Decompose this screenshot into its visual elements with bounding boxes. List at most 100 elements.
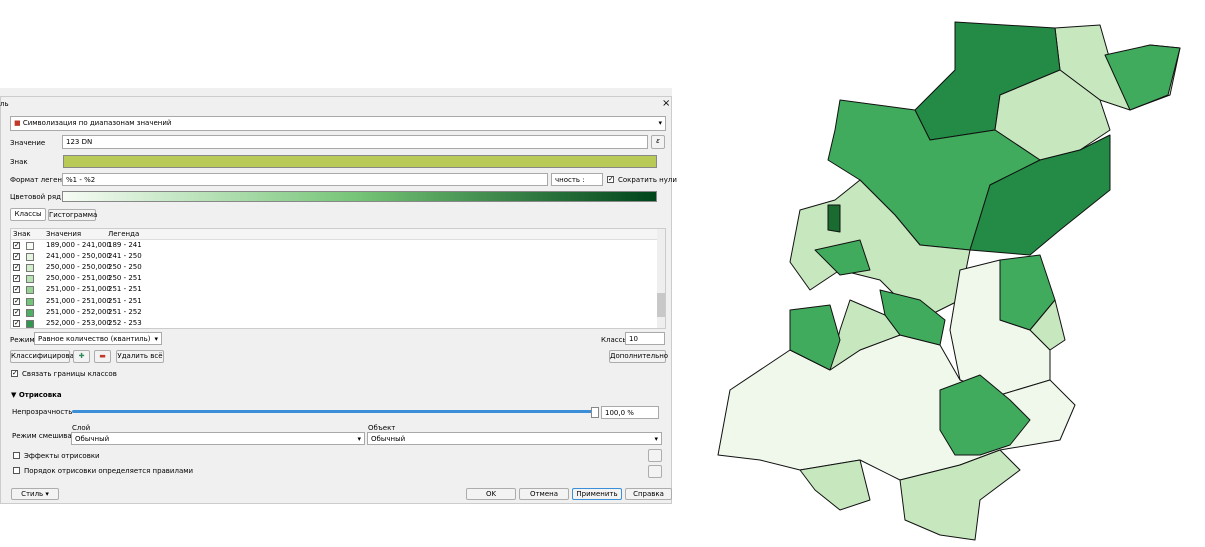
row-legend[interactable]: 250 - 251 bbox=[108, 274, 142, 283]
link-bounds: Связать границы классов bbox=[22, 370, 117, 378]
precision[interactable]: чность : bbox=[551, 173, 603, 186]
region bbox=[1104, 44, 1181, 111]
window-title: ль bbox=[0, 100, 9, 108]
classes[interactable]: 10 bbox=[625, 332, 665, 345]
row-values[interactable]: 250,000 - 251,000 bbox=[46, 274, 111, 283]
mode-select[interactable]: Равное количество (квантиль) ▾ bbox=[34, 332, 162, 345]
opacity[interactable]: 100,0 % bbox=[601, 406, 659, 419]
delete-all-button[interactable]: Удалить всё bbox=[116, 350, 164, 363]
feature-label: Объект bbox=[368, 424, 396, 432]
renderer-select[interactable]: ■ Символизация по диапазонам значений ▾ bbox=[10, 116, 666, 131]
row-checkbox[interactable]: ✓ bbox=[13, 296, 20, 305]
region bbox=[969, 134, 1111, 256]
ok-button[interactable]: OK bbox=[466, 488, 516, 500]
close-button[interactable]: × bbox=[662, 98, 671, 109]
layer-blend-value: Обычный bbox=[75, 435, 110, 443]
rendering-title: Отрисовка bbox=[18, 391, 62, 399]
row-checkbox[interactable]: ✓ bbox=[13, 263, 20, 272]
expression-button[interactable]: ε bbox=[651, 135, 665, 149]
slider-handle[interactable] bbox=[591, 407, 599, 418]
symbol-swatch[interactable] bbox=[63, 155, 657, 168]
effects: Эффекты отрисовки bbox=[24, 452, 100, 460]
row-values[interactable]: 189,000 - 241,000 bbox=[46, 241, 111, 249]
row-values[interactable]: 241,000 - 250,000 bbox=[46, 252, 111, 261]
row-swatch[interactable] bbox=[26, 275, 34, 284]
row-swatch[interactable] bbox=[26, 253, 34, 262]
help-button[interactable]: Справка bbox=[625, 488, 672, 500]
scrollbar[interactable] bbox=[657, 229, 665, 328]
blend-label: Режим смешивания bbox=[12, 432, 86, 440]
row-checkbox[interactable]: ✓ bbox=[13, 318, 20, 327]
region bbox=[814, 239, 871, 276]
row-checkbox[interactable]: ✓ bbox=[13, 285, 20, 294]
header: Значения bbox=[46, 230, 82, 238]
color-ramp[interactable] bbox=[62, 191, 657, 202]
row-checkbox[interactable]: ✓ bbox=[13, 274, 20, 283]
row-checkbox[interactable]: ✓ bbox=[13, 252, 20, 261]
section-title[interactable]: ▼ Отрисовка bbox=[11, 391, 62, 399]
layer-blend[interactable]: Обычный ▾ bbox=[71, 432, 365, 445]
effects-checkbox[interactable] bbox=[13, 452, 20, 459]
row-checkbox[interactable]: ✓ bbox=[13, 241, 20, 249]
region bbox=[827, 204, 841, 233]
style: Стиль bbox=[21, 490, 44, 498]
region bbox=[789, 304, 841, 371]
renderer: Символизация по диапазонам значений bbox=[22, 119, 172, 127]
row-legend[interactable]: 241 - 250 bbox=[108, 252, 142, 261]
row-legend[interactable]: 251 - 251 bbox=[108, 296, 142, 305]
region bbox=[1029, 299, 1066, 351]
order-checkbox[interactable] bbox=[13, 467, 20, 474]
tab[interactable]: Классы bbox=[10, 208, 46, 221]
style-button[interactable]: Стиль ▾ bbox=[11, 488, 59, 500]
feature-blend-value: Обычный bbox=[371, 435, 406, 443]
order-button[interactable] bbox=[648, 465, 662, 478]
mode-label: Режим bbox=[10, 336, 35, 344]
row-swatch[interactable] bbox=[26, 319, 34, 328]
row-legend[interactable]: 251 - 251 bbox=[108, 285, 142, 294]
classify-button[interactable]: Классифицировать bbox=[10, 350, 82, 363]
classes-label: Классы bbox=[601, 336, 628, 344]
table-header bbox=[11, 229, 657, 240]
precision-label: чность : bbox=[555, 176, 585, 184]
region bbox=[899, 449, 1021, 541]
row-values[interactable]: 251,000 - 251,000 bbox=[46, 296, 111, 305]
row-swatch[interactable] bbox=[26, 308, 34, 317]
row-legend[interactable]: 189 - 241 bbox=[108, 241, 142, 249]
opacity-label: Непрозрачность bbox=[12, 408, 73, 416]
remove-button[interactable]: ▬ bbox=[94, 350, 111, 363]
header: Знак bbox=[13, 230, 31, 238]
row-legend[interactable]: 250 - 250 bbox=[108, 263, 142, 272]
row-swatch[interactable] bbox=[26, 242, 34, 250]
row-legend[interactable]: 251 - 252 bbox=[108, 307, 142, 316]
value-field[interactable]: 123 DN bbox=[62, 135, 648, 149]
row-values[interactable]: 252,000 - 253,000 bbox=[46, 318, 111, 327]
feature-blend[interactable]: Обычный ▾ bbox=[367, 432, 662, 445]
row-values[interactable]: 250,000 - 250,000 bbox=[46, 263, 111, 272]
region bbox=[939, 374, 1031, 456]
row-values[interactable]: 251,000 - 252,000 bbox=[46, 307, 111, 316]
layer-label: Слой bbox=[72, 424, 91, 432]
legend-format-label: Формат легенды bbox=[10, 176, 73, 184]
class-table bbox=[10, 228, 666, 329]
add-button[interactable]: ✚ bbox=[73, 350, 90, 363]
row-legend[interactable]: 252 - 253 bbox=[108, 318, 142, 327]
color-ramp-label: Цветовой ряд bbox=[10, 193, 61, 201]
row-swatch[interactable] bbox=[26, 297, 34, 306]
effects-button[interactable] bbox=[648, 449, 662, 462]
opacity-slider[interactable] bbox=[72, 410, 595, 413]
apply-button[interactable]: Применить bbox=[572, 488, 622, 500]
header: Легенда bbox=[108, 230, 140, 238]
trim-zeros-checkbox[interactable]: ✓ bbox=[607, 175, 614, 183]
row-checkbox[interactable]: ✓ bbox=[13, 307, 20, 316]
legend-format[interactable]: %1 - %2 bbox=[62, 173, 548, 186]
link-bounds-checkbox[interactable]: ✓ bbox=[11, 369, 18, 377]
row-swatch[interactable] bbox=[26, 264, 34, 273]
mode: Равное количество (квантиль) bbox=[38, 335, 151, 343]
cancel-button[interactable]: Отмена bbox=[519, 488, 569, 500]
advanced-button[interactable]: Дополнительно bbox=[609, 350, 668, 363]
row-swatch[interactable] bbox=[26, 286, 34, 295]
tab[interactable]: Гистограмма bbox=[48, 209, 98, 221]
row-values[interactable]: 251,000 - 251,000 bbox=[46, 285, 111, 294]
trim-zeros: Сократить нули bbox=[618, 176, 677, 184]
value-label: Значение bbox=[10, 139, 46, 147]
